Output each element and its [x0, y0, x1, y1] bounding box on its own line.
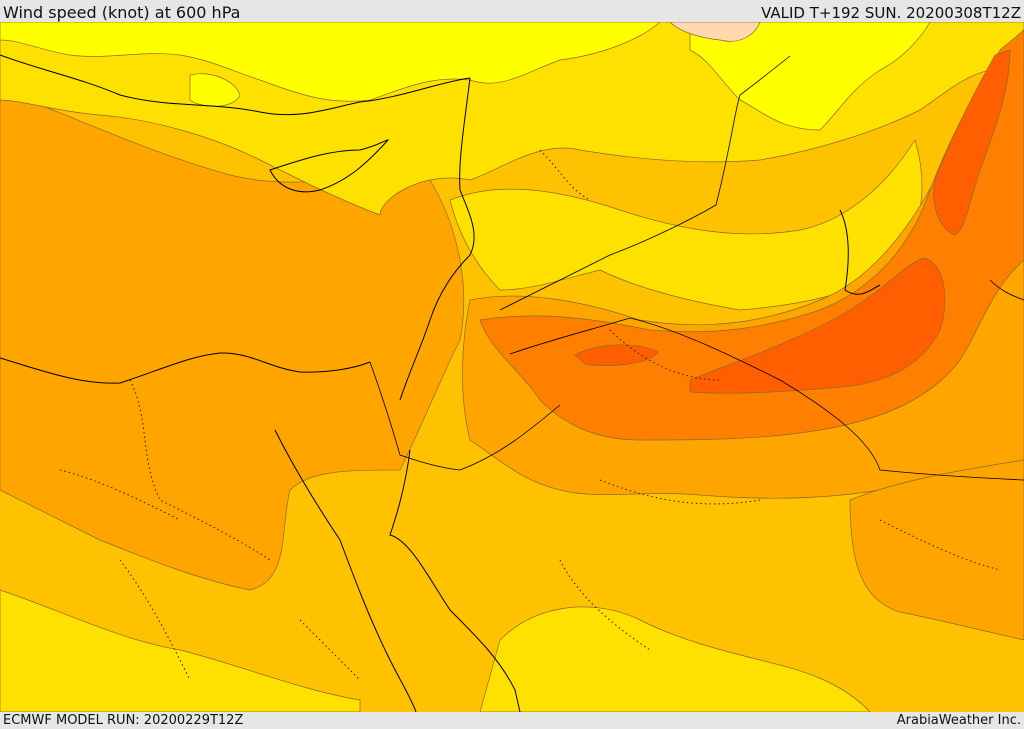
contour-jet-core — [689, 257, 946, 394]
contour-south-yellow-2 — [479, 606, 871, 712]
coastline-egypt-north — [0, 352, 371, 384]
border-egypt-sudan — [369, 361, 561, 471]
footer-bar: ECMWF MODEL RUN: 20200229T12Z ArabiaWeat… — [0, 712, 1024, 729]
coastline-cyprus — [269, 139, 390, 193]
coastline-red-sea-east — [389, 449, 521, 712]
contour-yellow-nw — [0, 22, 661, 102]
contour-yellow-ne — [689, 22, 931, 131]
contour-pale-patch — [669, 22, 761, 42]
coastline-turkey — [0, 54, 471, 116]
credit-label: ArabiaWeather Inc. — [896, 713, 1021, 728]
weather-map[interactable] — [0, 22, 1024, 712]
region-borders-dotted — [59, 149, 1001, 681]
contour-west-band — [0, 89, 465, 591]
contour-south-yellow — [0, 589, 361, 712]
coastline-red-sea-west — [274, 429, 417, 712]
contour-jet-core-west — [574, 344, 659, 366]
contour-yellow-small — [189, 73, 241, 107]
coastline-levant — [399, 77, 475, 401]
header-bar: Wind speed (knot) at 600 hPa VALID T+192… — [0, 0, 1024, 22]
map-title: Wind speed (knot) at 600 hPa — [3, 3, 241, 22]
border-iraq-saudi — [499, 55, 791, 311]
border-east — [989, 279, 1024, 301]
contour-jet-core-north — [933, 49, 1011, 236]
model-run-label: ECMWF MODEL RUN: 20200229T12Z — [3, 713, 244, 728]
contour-southeast-orange — [849, 459, 1024, 641]
coastline-gulf — [839, 209, 881, 295]
border-jordan-saudi — [509, 317, 1024, 481]
valid-time: VALID T+192 SUN. 20200308T12Z — [761, 4, 1021, 22]
